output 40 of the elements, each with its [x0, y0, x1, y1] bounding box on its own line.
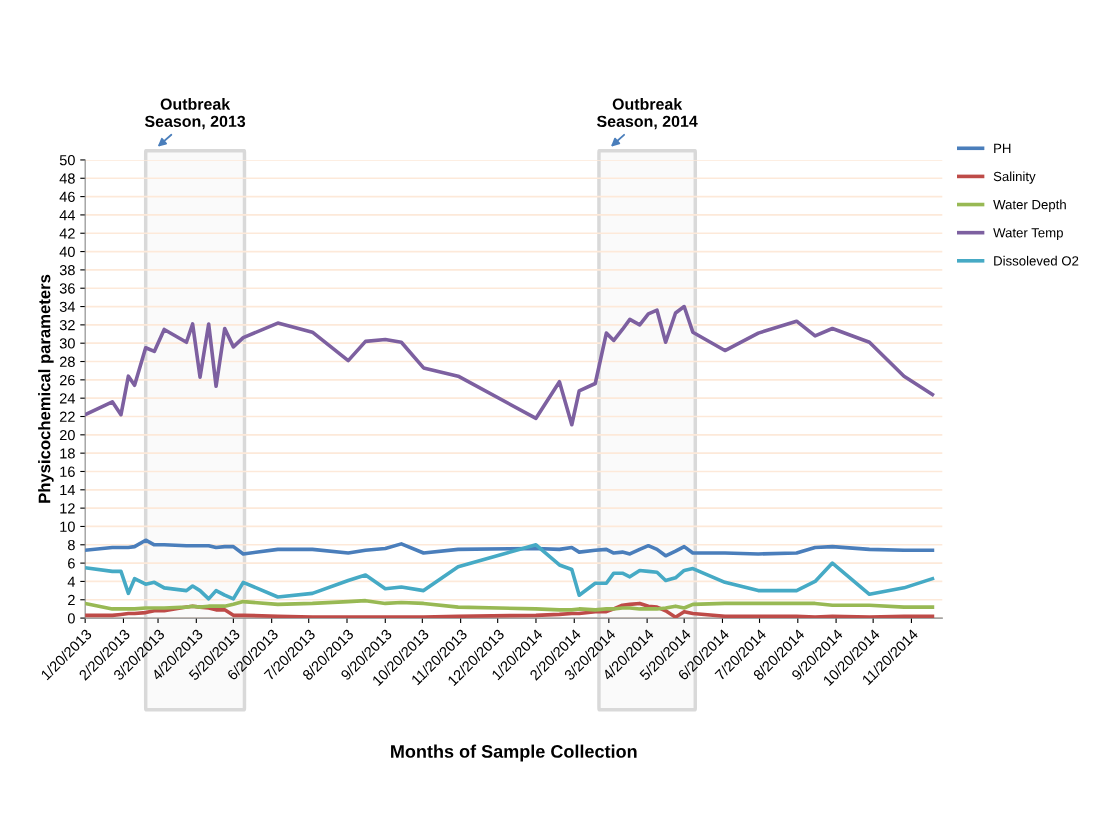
- y-tick-label: 16: [60, 466, 75, 477]
- legend-label: Water Depth: [993, 199, 1066, 212]
- y-tick-label: 2: [68, 594, 75, 606]
- line-series: [85, 304, 935, 427]
- y-tick-label: 6: [68, 558, 75, 569]
- legend-label: Dissoleved O2: [994, 255, 1079, 266]
- line-series: [85, 601, 935, 619]
- y-tick-label: 48: [59, 173, 75, 184]
- y-tick-label: 28: [59, 356, 75, 367]
- y-tick-label: 10: [60, 521, 75, 532]
- legend-label: Water Temp: [993, 228, 1063, 241]
- y-tick-label: 50: [59, 155, 75, 166]
- y-tick-label: 44: [59, 210, 76, 221]
- y-tick-label: 8: [67, 539, 75, 551]
- y-axis-title: Physicochemical parameters: [38, 274, 54, 503]
- y-tick-label: 32: [59, 319, 75, 331]
- band-label: Outbreak Season, 2013: [144, 98, 246, 130]
- legend-label: Salinity: [993, 171, 1036, 184]
- y-tick-label: 20: [59, 429, 75, 441]
- y-tick-label: 34: [59, 301, 76, 312]
- y-tick-label: 4: [67, 576, 76, 587]
- y-tick-label: 0: [67, 613, 75, 624]
- y-tick-label: 42: [59, 228, 75, 239]
- y-tick-label: 18: [60, 448, 75, 459]
- y-tick-label: 40: [59, 246, 75, 257]
- line-series: [85, 542, 935, 601]
- x-axis-title: Months of Sample Collection: [391, 744, 637, 762]
- y-tick-label: 46: [59, 191, 75, 203]
- legend-label: PH: [994, 143, 1011, 153]
- line-series: [85, 598, 935, 612]
- y-tick-label: 26: [59, 374, 75, 386]
- y-tick-label: 24: [59, 393, 76, 404]
- y-tick-label: 12: [60, 503, 75, 514]
- y-tick-label: 30: [59, 338, 75, 349]
- y-tick-label: 22: [59, 411, 75, 422]
- y-tick-label: 36: [59, 283, 75, 294]
- y-tick-label: 14: [60, 485, 76, 496]
- line-series: [85, 538, 935, 558]
- band-label: Outbreak Season, 2014: [596, 98, 698, 130]
- y-tick-label: 38: [59, 264, 75, 276]
